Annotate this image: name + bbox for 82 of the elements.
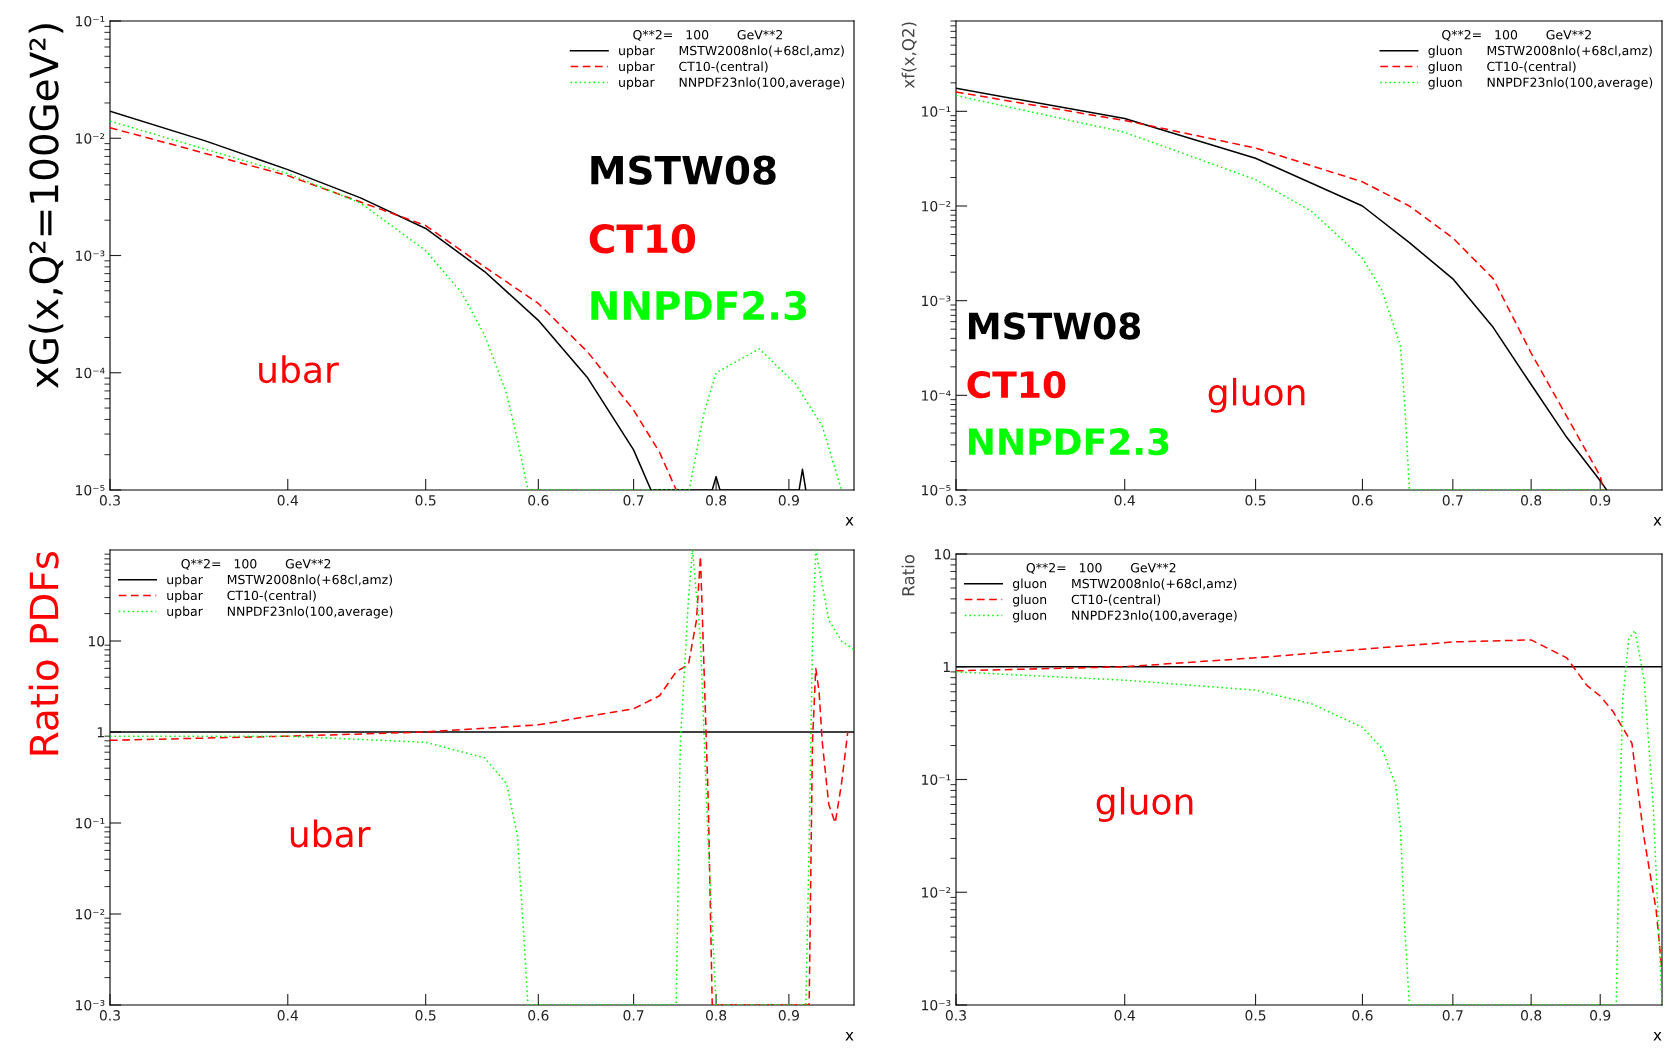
annotation: ubar: [290, 819, 371, 848]
legend-label: upbar CT10-(central): [167, 590, 316, 603]
x-tick-label: 0.5: [415, 1010, 436, 1021]
y-tick-label: 10⁻²: [922, 200, 951, 212]
y-tick-label: 10⁻²: [922, 887, 951, 898]
x-tick-label: 0.4: [1114, 1010, 1135, 1021]
annotation: CT10: [589, 224, 696, 254]
legend-title: Q**2= 100 GeV**2: [633, 29, 783, 41]
x-tick-label: 0.4: [277, 495, 299, 506]
legend-title: Q**2= 100 GeV**2: [181, 558, 331, 570]
annotation: NNPDF2.3: [969, 428, 1169, 456]
x-tick-label: 0.3: [99, 1010, 120, 1021]
y-tick-label: 10⁻³: [922, 295, 951, 307]
legend-title: Q**2= 100 GeV**2: [1442, 29, 1591, 41]
y-tick-label: 10⁻³: [922, 999, 951, 1011]
y-axis-title: xG(x,Q²=100GeV²): [28, 24, 64, 389]
y-tick-label: 10⁻¹: [76, 15, 105, 27]
y-axis-title: Ratio: [901, 554, 915, 596]
x-tick-label: 0.9: [778, 495, 799, 506]
y-tick-label: 10⁻¹: [76, 817, 105, 829]
y-tick-label: 10⁻⁴: [76, 367, 105, 379]
legend-label: gluon MSTW2008nlo(+68cl,amz): [1428, 45, 1652, 58]
y-tick-label: 10⁻¹: [922, 106, 951, 117]
x-tick-label: 0.9: [778, 1010, 799, 1021]
y-tick-label: 10⁻³: [76, 999, 105, 1011]
x-tick-label: 0.4: [1114, 495, 1135, 506]
legend-label: upbar MSTW2008nlo(+68cl,amz): [167, 574, 393, 587]
x-axis-title: x: [1653, 517, 1662, 526]
annotation: CT10: [967, 371, 1066, 399]
x-tick-label: 0.6: [1352, 495, 1373, 506]
y-tick-label: 10: [934, 548, 951, 560]
x-tick-label: 0.6: [1352, 1010, 1373, 1021]
x-tick-label: 0.5: [415, 495, 436, 506]
legend-label: gluon CT10-(central): [1428, 61, 1576, 74]
y-tick-label: 10⁻²: [76, 908, 105, 920]
annotation: MSTW08: [969, 312, 1141, 340]
legend-label: gluon MSTW2008nlo(+68cl,amz): [1012, 578, 1237, 591]
x-tick-label: 0.3: [945, 495, 966, 506]
x-axis-title: x: [845, 1032, 854, 1041]
y-tick-label: 1: [97, 727, 104, 738]
x-tick-label: 0.7: [1442, 1010, 1463, 1021]
annotation: gluon: [1096, 787, 1193, 822]
x-tick-label: 0.5: [1245, 1010, 1266, 1021]
legend-label: gluon NNPDF23nlo(100,average): [1428, 77, 1653, 90]
legend-label: gluon NNPDF23nlo(100,average): [1012, 610, 1237, 623]
annotation: NNPDF2.3: [591, 290, 807, 321]
x-tick-label: 0.9: [1590, 495, 1611, 506]
x-tick-label: 0.7: [1442, 495, 1463, 506]
x-tick-label: 0.6: [528, 495, 549, 506]
legend-label: upbar MSTW2008nlo(+68cl,amz): [619, 45, 844, 58]
y-tick-label: 1: [943, 661, 950, 673]
legend-label: upbar NNPDF23nlo(100,average): [619, 77, 845, 90]
annotation: ubar: [259, 355, 339, 384]
x-axis-title: x: [845, 517, 854, 526]
y-tick-label: 10⁻¹: [922, 774, 951, 785]
legend-label: gluon CT10-(central): [1012, 594, 1161, 607]
y-tick-label: 10: [88, 635, 105, 647]
x-tick-label: 0.8: [705, 1010, 727, 1021]
y-tick-label: 10⁻²: [76, 133, 105, 144]
x-tick-label: 0.7: [623, 1010, 644, 1021]
legend-title: Q**2= 100 GeV**2: [1026, 562, 1176, 574]
annotation: MSTW08: [591, 155, 776, 185]
x-tick-label: 0.6: [528, 1010, 549, 1021]
y-tick-label: 10⁻⁵: [922, 484, 951, 496]
y-tick-label: 10⁻⁴: [922, 390, 951, 401]
x-tick-label: 0.3: [99, 495, 120, 506]
x-tick-label: 0.7: [623, 495, 644, 506]
x-tick-label: 0.8: [705, 495, 727, 506]
x-tick-label: 0.5: [1245, 495, 1266, 506]
x-axis-title: x: [1653, 1032, 1662, 1041]
legend-label: upbar NNPDF23nlo(100,average): [167, 606, 393, 619]
x-tick-label: 0.4: [277, 1010, 299, 1021]
y-axis-title: Ratio PDFs: [28, 551, 59, 755]
y-axis-title: xf(x,Q2): [901, 22, 917, 89]
annotation: gluon: [1208, 377, 1305, 413]
x-tick-label: 0.8: [1521, 1010, 1542, 1021]
x-tick-label: 0.9: [1590, 1010, 1611, 1021]
legend-label: upbar CT10-(central): [619, 61, 768, 74]
y-tick-label: 10⁻³: [76, 250, 105, 261]
y-tick-label: 10⁻⁵: [76, 484, 105, 496]
x-tick-label: 0.8: [1521, 495, 1542, 506]
x-tick-label: 0.3: [945, 1010, 966, 1021]
